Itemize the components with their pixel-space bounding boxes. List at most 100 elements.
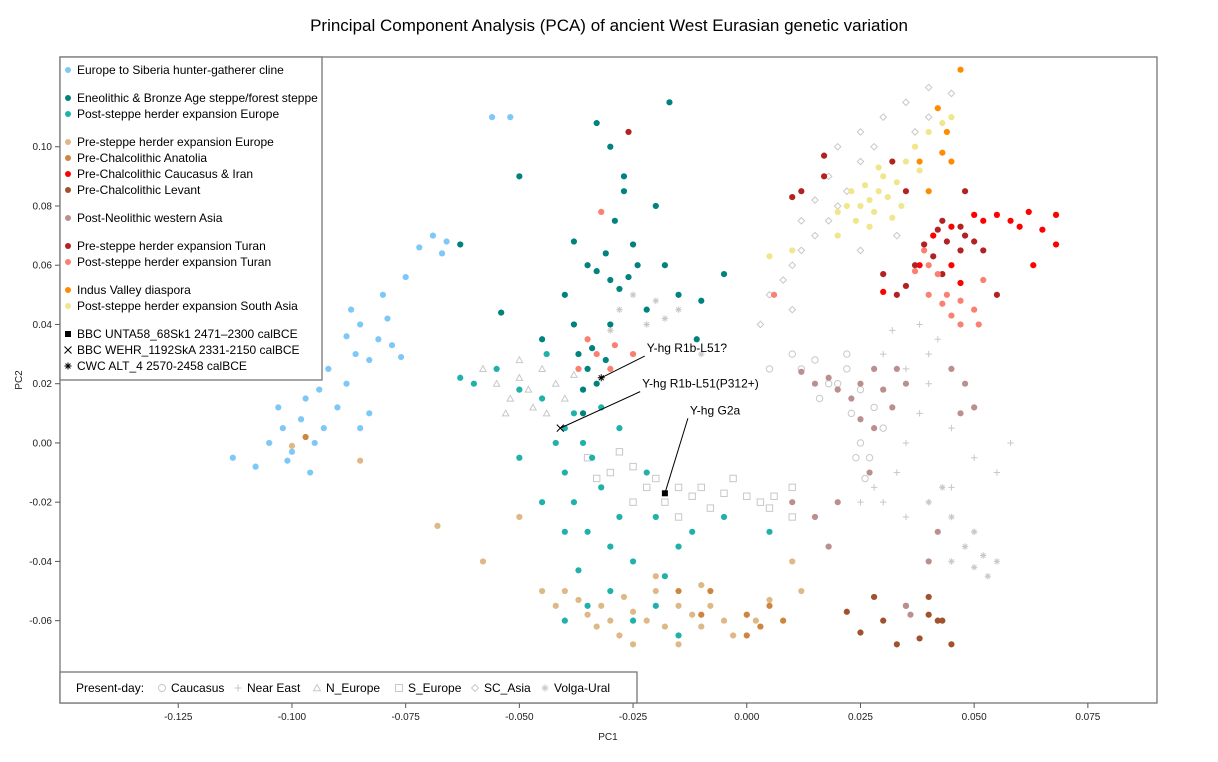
asterisk-marker	[64, 362, 72, 370]
asterisk-marker	[925, 498, 932, 506]
square-marker	[743, 492, 751, 500]
data-point	[343, 380, 350, 387]
diamond-marker	[811, 196, 819, 204]
asterisk-marker	[984, 573, 992, 580]
present-day-point	[698, 350, 705, 358]
data-point	[893, 291, 900, 298]
legend-label: CWC ALT_4 2570-2458 calBCE	[77, 359, 247, 373]
data-point	[902, 282, 910, 290]
data-point	[698, 623, 705, 630]
square-marker	[788, 483, 796, 492]
data-point	[980, 276, 987, 284]
data-point	[616, 425, 623, 432]
data-point	[266, 439, 273, 447]
present-day-point	[492, 379, 501, 387]
diamond-marker	[947, 89, 956, 98]
data-point	[598, 208, 605, 216]
data-point	[971, 306, 978, 313]
present-day-point	[606, 468, 615, 477]
data-point	[884, 193, 891, 201]
data-point	[757, 623, 764, 630]
present-day-point	[970, 528, 978, 535]
legend-swatch	[65, 139, 71, 145]
data-point	[561, 469, 568, 476]
present-day-point	[847, 409, 856, 418]
data-point	[871, 593, 878, 601]
annotations: Y-hg G2a Y-hg R1b-L51(P312+) Y-hg R1b-L51?	[556, 341, 759, 497]
data-point	[538, 587, 546, 595]
legend-item: BBC UNTA58_68Sk1 2471–2300 calBCE	[65, 327, 298, 341]
data-point	[834, 386, 841, 393]
cross-marker	[556, 424, 565, 432]
legend-swatch	[65, 243, 71, 249]
square-marker	[606, 468, 615, 477]
data-point	[957, 410, 964, 417]
square-marker	[674, 513, 683, 521]
legend-swatch	[65, 171, 71, 177]
data-point	[593, 380, 600, 387]
plus-marker	[902, 365, 910, 373]
diamond-marker	[788, 261, 797, 270]
data-point	[661, 573, 668, 580]
present-day-point	[661, 498, 669, 506]
data-point	[1052, 211, 1060, 218]
data-point	[975, 321, 982, 328]
data-point	[607, 143, 614, 150]
data-point	[925, 611, 932, 618]
data-point	[948, 158, 955, 165]
data-point	[620, 173, 628, 180]
present-day-point	[993, 469, 1001, 476]
legend-swatch	[65, 155, 71, 161]
y-tick-label: 0.04	[33, 320, 53, 331]
data-point	[488, 114, 496, 121]
present-day-point	[1007, 439, 1014, 447]
legend-label: Volga-Ural	[554, 681, 610, 695]
present-day-point	[797, 216, 806, 225]
legend-item: CWC ALT_4 2570-2458 calBCE	[64, 359, 247, 373]
present-day-point	[948, 484, 955, 491]
x-tick-label: 0.075	[1075, 712, 1100, 723]
x-tick-label: -0.125	[164, 712, 193, 723]
data-point	[652, 602, 659, 609]
legend-label: N_Europe	[326, 681, 380, 695]
data-point	[538, 395, 546, 402]
x-tick-label: -0.100	[278, 712, 307, 723]
present-day-point	[852, 454, 860, 462]
diamond-marker	[824, 216, 833, 225]
asterisk-marker	[970, 528, 978, 535]
x-tick-label: 0.000	[734, 712, 759, 723]
present-day-point	[765, 504, 774, 512]
data-point	[434, 522, 441, 529]
data-point	[357, 425, 364, 432]
data-point	[857, 416, 864, 423]
asterisk-marker	[541, 684, 549, 692]
present-day-legend-item: S_Europe	[395, 681, 462, 695]
data-point	[589, 345, 596, 352]
present-day-point	[902, 439, 910, 447]
legend-label: Caucasus	[171, 681, 224, 695]
data-point	[889, 214, 896, 221]
asterisk-marker	[698, 350, 705, 358]
data-point	[857, 202, 864, 210]
present-day-point	[629, 291, 637, 299]
plus-marker	[880, 350, 887, 358]
present-day-point	[856, 128, 865, 136]
data-point	[629, 558, 637, 565]
highlighted-sample-marker	[556, 424, 565, 432]
present-day-label: Present-day:	[76, 681, 144, 695]
square-marker	[652, 474, 660, 483]
data-point	[252, 463, 259, 470]
legend-item: Post-steppe herder expansion Europe	[65, 107, 279, 121]
present-day-point	[870, 484, 878, 491]
square-marker	[661, 498, 669, 506]
present-day-point	[743, 492, 751, 500]
legend-swatch	[65, 287, 71, 293]
data-point	[516, 173, 523, 180]
present-day-points	[478, 83, 1014, 580]
present-day-point	[542, 409, 551, 417]
legend-swatch	[65, 187, 71, 193]
data-point	[943, 291, 950, 298]
legend-item: Post-Neolithic western Asia	[65, 211, 223, 225]
data-point	[479, 558, 487, 565]
data-point	[811, 380, 819, 387]
